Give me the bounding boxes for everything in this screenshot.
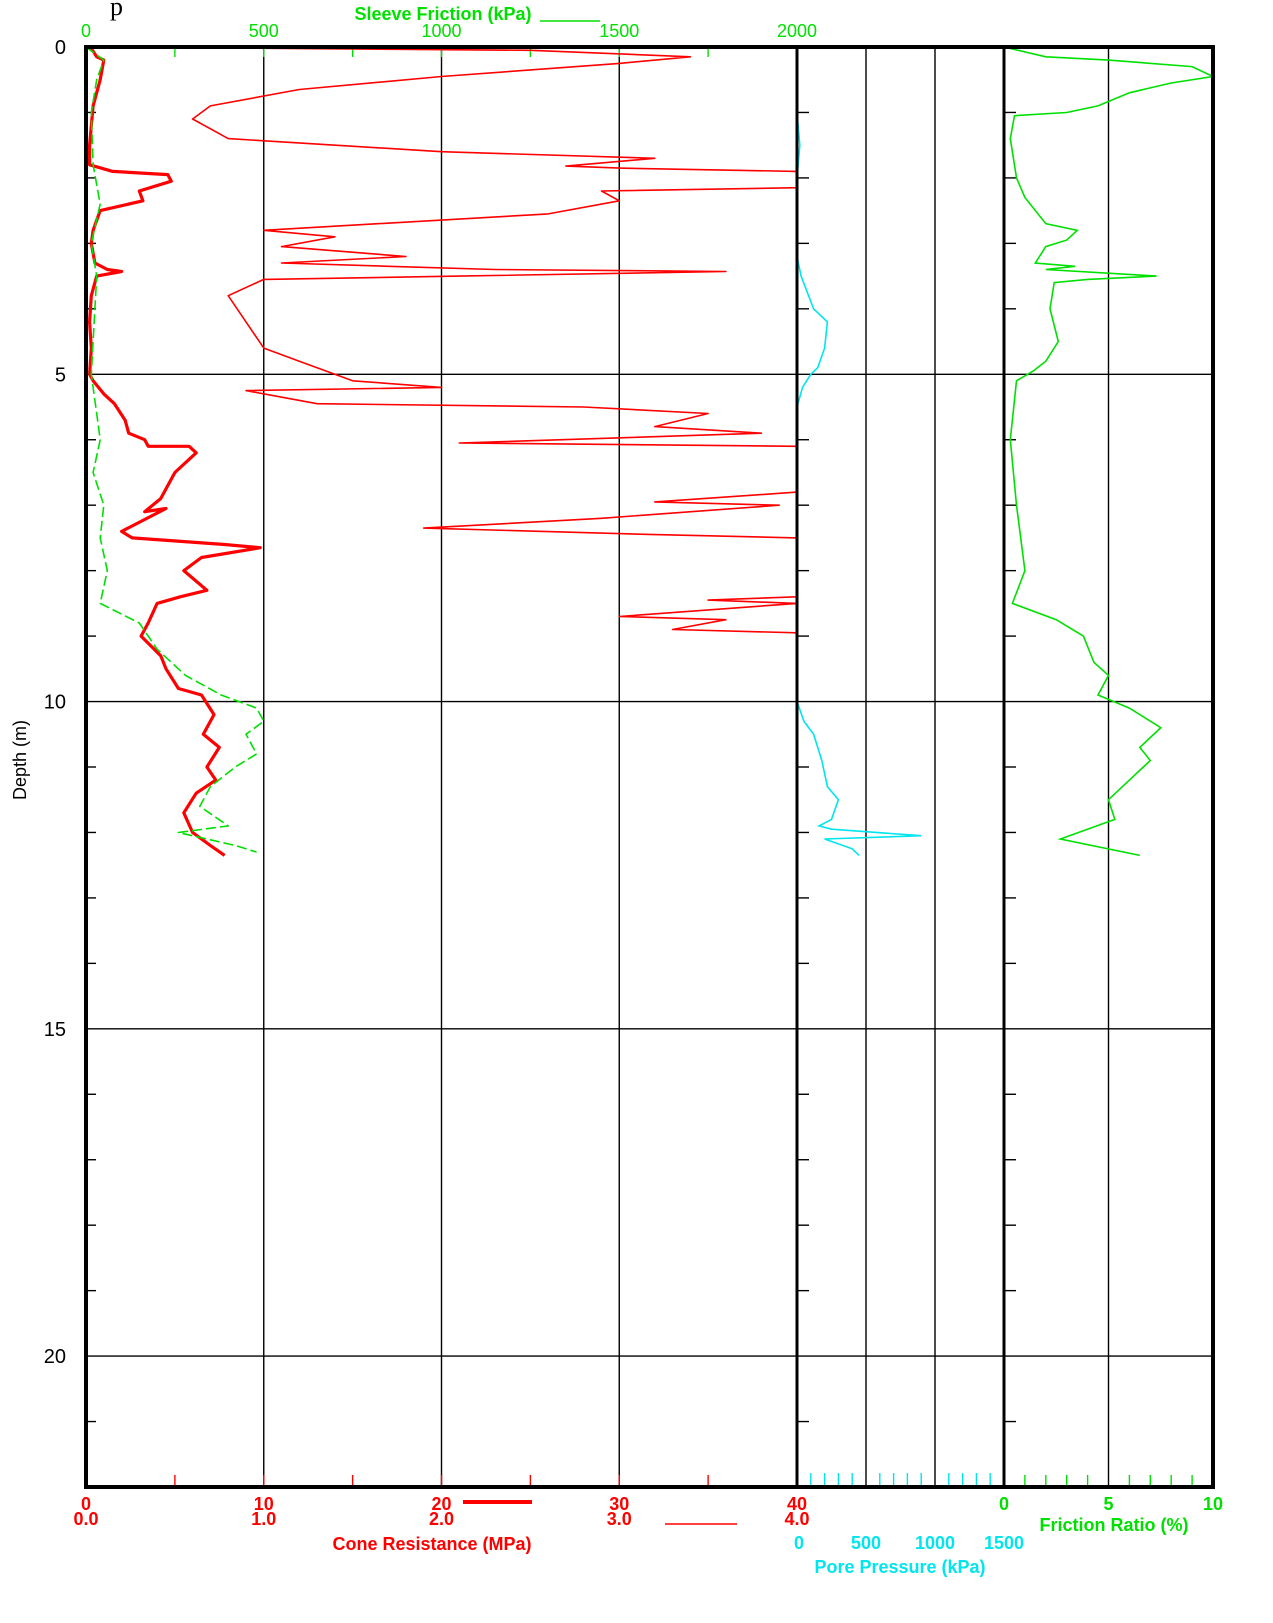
depth-tick-label: 20	[44, 1346, 66, 1368]
pore-tick-label: 1500	[984, 1533, 1024, 1553]
cone-expanded-tick-label: 1.0	[251, 1509, 276, 1529]
cone-tick-label: 30	[609, 1494, 629, 1514]
plot-frame	[84, 45, 1215, 1489]
depth-tick-label: 10	[44, 692, 66, 714]
header-fragment: p	[110, 0, 123, 21]
series-qc_thick	[85, 45, 262, 857]
cone-tick-label: 40	[787, 1494, 807, 1514]
sleeve-tick-label: 1000	[421, 21, 461, 41]
depth-tick-label: 15	[44, 1019, 66, 1041]
pore-axis-label: Pore Pressure (kPa)	[814, 1557, 985, 1577]
series-rf	[1003, 46, 1216, 857]
series-fs	[85, 46, 265, 853]
cone-axis-label: Cone Resistance (MPa)	[332, 1534, 531, 1554]
cone-tick-label: 0	[81, 1494, 91, 1514]
friction-tick-label: 0	[999, 1494, 1009, 1514]
cone-expanded-tick-label: 4.0	[784, 1509, 809, 1529]
sleeve-tick-label: 2000	[777, 21, 817, 41]
sleeve-tick-label: 0	[81, 21, 91, 41]
pore-tick-label: 0	[794, 1533, 804, 1553]
friction-axis-label: Friction Ratio (%)	[1040, 1515, 1189, 1535]
cone-expanded-tick-label: 3.0	[607, 1509, 632, 1529]
series-layer	[85, 45, 1216, 857]
depth-tick-label: 0	[55, 37, 66, 59]
series-qc_thin	[85, 46, 798, 856]
cone-expanded-tick-label: 0.0	[73, 1509, 98, 1529]
y-axis-label: Depth (m)	[10, 720, 30, 800]
sleeve-tick-label: 500	[249, 21, 279, 41]
grid-layer	[86, 47, 1213, 1487]
sleeve-axis-label: Sleeve Friction (kPa)	[354, 4, 531, 24]
friction-tick-label: 5	[1103, 1494, 1113, 1514]
sleeve-tick-label: 1500	[599, 21, 639, 41]
pore-tick-label: 1000	[915, 1533, 955, 1553]
cone-tick-label: 20	[431, 1494, 451, 1514]
depth-tick-label: 5	[55, 364, 66, 386]
cone-expanded-tick-label: 2.0	[429, 1509, 454, 1529]
friction-tick-label: 10	[1203, 1494, 1223, 1514]
cone-tick-label: 10	[254, 1494, 274, 1514]
frame-layer	[84, 45, 1215, 1489]
series-u2	[796, 47, 922, 856]
pore-tick-label: 500	[851, 1533, 881, 1553]
